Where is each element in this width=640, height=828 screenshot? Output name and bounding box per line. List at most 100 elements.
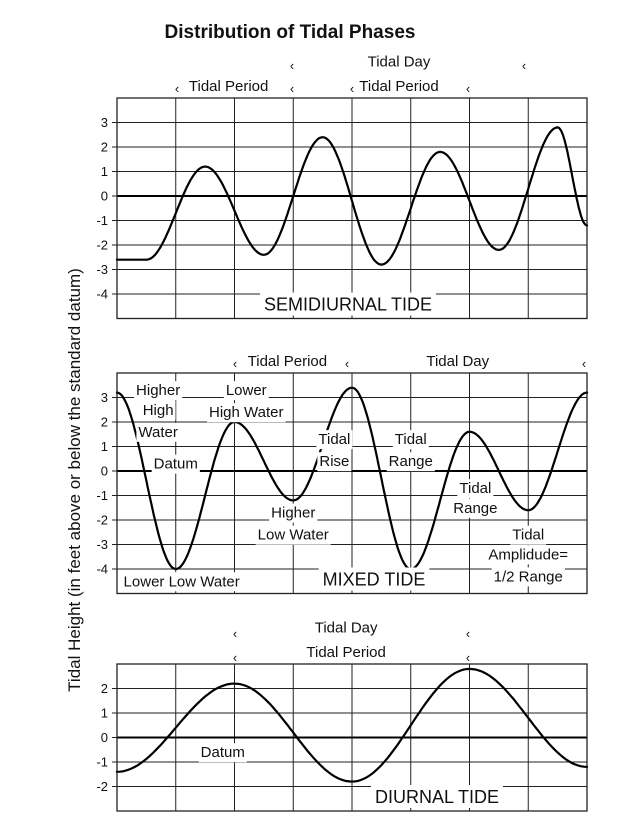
annotation-backing (486, 545, 571, 565)
data-point (233, 682, 236, 685)
data-point (438, 150, 442, 154)
data-point (203, 165, 207, 168)
annotation-backing (223, 381, 269, 401)
annotation-label: 1/2 Range (494, 568, 563, 585)
mixed-panel: 3 2 1 0 -1 -2 -3 -4 Tidal Period Tidal Day Higher H… (96, 353, 589, 595)
panel-label-backing (318, 567, 430, 591)
data-point (468, 667, 471, 671)
annotation-label: Water (138, 424, 177, 441)
annotation-backing (510, 525, 547, 545)
semidiurnal-panel: 3 2 1 0 -1 -2 -3 -4 Tidal Period Tidal Day Tidal P… (96, 53, 589, 320)
annotation-label: High Water (209, 404, 283, 421)
period-arrow-icon: ‹ (466, 650, 470, 665)
annotation-backing (386, 452, 435, 472)
y-tick-label: 2 (101, 140, 108, 155)
data-point (115, 770, 119, 773)
annotation-label: Tidal Day (315, 619, 378, 636)
y-tick-label: -1 (96, 488, 108, 503)
period-arrow-icon: ‹ (290, 81, 294, 96)
annotation-label: Low Water (258, 527, 329, 544)
annotation-backing (136, 422, 180, 442)
annotation-label: Tidal Day (368, 53, 431, 70)
annotation-backing (134, 381, 183, 401)
annotation-backing (269, 503, 318, 523)
annotation-label: Range (453, 500, 497, 517)
y-tick-label: -2 (96, 779, 108, 794)
data-point (350, 780, 354, 783)
period-arrow-icon: ‹ (522, 58, 526, 73)
y-tick-label: -2 (96, 238, 108, 253)
panel-label: MIXED TIDE (323, 570, 426, 590)
data-point (527, 509, 530, 512)
y-tick-label: 1 (101, 164, 108, 179)
y-axis-label: Tidal Height (in feet above or below the… (65, 268, 84, 692)
panel-label: DIURNAL TIDE (375, 787, 499, 807)
annotation-label: Tidal Day (426, 353, 489, 370)
y-tick-label: -3 (96, 537, 108, 552)
data-point (350, 386, 354, 389)
annotation-backing (317, 452, 352, 472)
diurnal-panel: 2 1 0 -1 -2 Tidal Day Tidal Period Datum DIURNAL… (96, 619, 589, 812)
panel-label-backing (370, 785, 504, 808)
chart-panels: 3 2 1 0 -1 -2 -3 -4 Tidal Period Tidal Day Tidal P… (96, 53, 589, 812)
annotation-label: Tidal (395, 431, 427, 448)
y-tick-label: -4 (96, 287, 108, 302)
y-tick-label: -1 (96, 213, 108, 228)
period-arrow-icon: ‹ (233, 650, 237, 665)
y-tick-label: -1 (96, 755, 108, 770)
panel-label: SEMIDIURNAL TIDE (264, 295, 432, 315)
period-arrow-icon: ‹ (175, 81, 179, 96)
data-point (556, 126, 559, 129)
panel-label-backing (259, 292, 437, 316)
annotation-backing (255, 525, 331, 545)
annotation-label: Tidal (512, 527, 544, 544)
data-point (292, 499, 295, 502)
y-tick-label: 2 (101, 681, 108, 696)
period-arrow-icon: ‹ (233, 356, 237, 371)
annotation-label: Higher (136, 382, 180, 399)
period-arrow-icon: ‹ (233, 626, 237, 641)
annotation-label: Tidal Period (306, 644, 385, 661)
annotation-backing (151, 454, 200, 474)
period-arrow-icon: ‹ (466, 81, 470, 96)
data-point (380, 263, 383, 266)
annotation-backing (140, 400, 176, 420)
y-tick-label: 1 (101, 439, 108, 454)
period-arrow-icon: ‹ (350, 81, 354, 96)
annotation-label: Tidal Period (359, 78, 438, 95)
data-point (321, 136, 324, 139)
annotation-label: Higher (271, 505, 315, 522)
data-point (174, 567, 177, 571)
period-arrow-icon: ‹ (466, 626, 470, 641)
annotation-backing (491, 567, 565, 587)
annotation-label: High (143, 402, 174, 419)
annotation-label: Range (389, 453, 433, 470)
y-tick-label: 2 (101, 415, 108, 430)
annotation-label: Tidal (459, 480, 491, 497)
data-point (115, 391, 119, 394)
data-point (115, 258, 119, 261)
y-tick-label: 1 (101, 706, 108, 721)
annotation-label: Rise (319, 453, 349, 470)
annotation-backing (207, 403, 286, 423)
plot-frame (116, 97, 588, 320)
data-point (468, 430, 471, 433)
annotation-label: Tidal Period (248, 353, 327, 370)
y-tick-label: 0 (101, 730, 108, 745)
annotation-label: Datum (201, 744, 245, 761)
data-point (585, 765, 589, 769)
annotation-label: Lower (226, 382, 267, 399)
y-tick-label: 0 (101, 464, 108, 479)
annotation-label: Amplidude= (488, 546, 568, 563)
data-point (497, 248, 501, 252)
annotation-backing (121, 572, 242, 592)
annotation-label: Datum (154, 456, 198, 473)
y-tick-label: -3 (96, 262, 108, 277)
y-tick-label: 3 (101, 390, 108, 405)
period-arrow-icon: ‹ (582, 356, 586, 371)
semidiurnal-tide-curve (117, 126, 588, 266)
annotation-backing (392, 430, 429, 450)
annotation-backing (451, 498, 500, 518)
period-arrow-icon: ‹ (345, 356, 349, 371)
